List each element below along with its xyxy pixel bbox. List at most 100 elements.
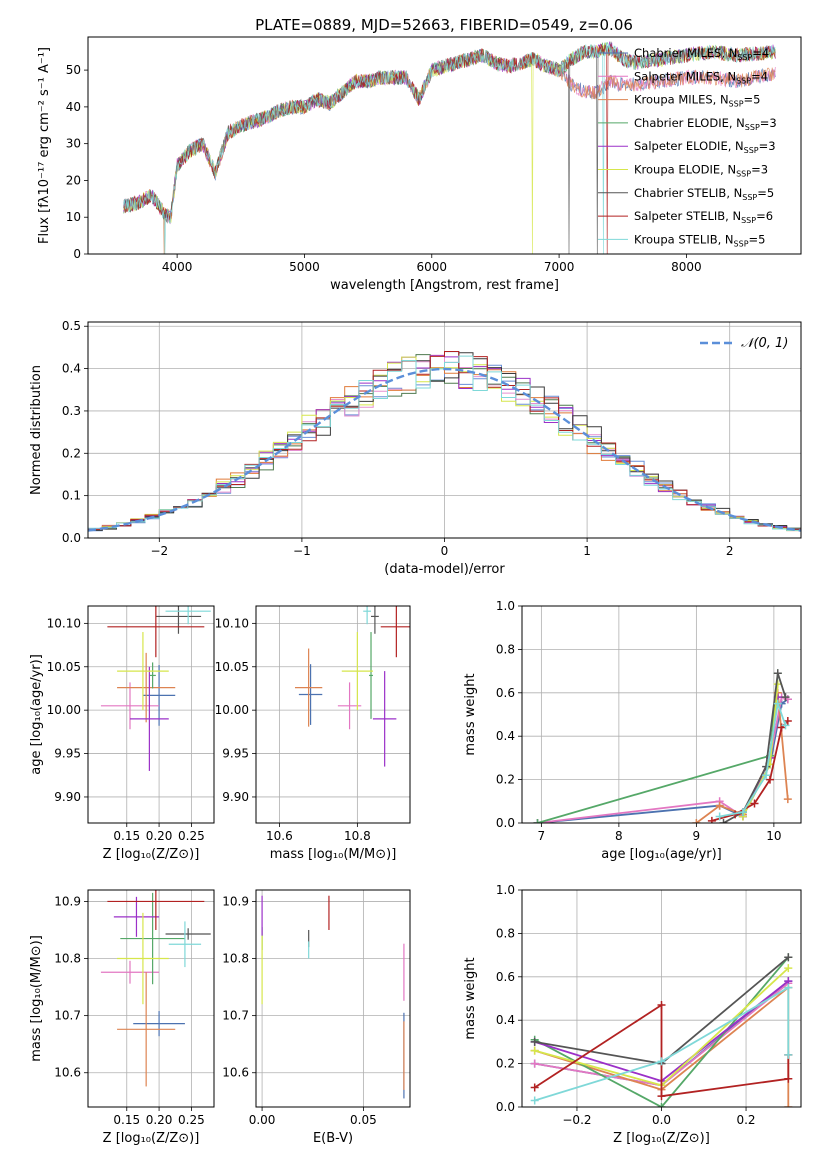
- weight-point: [784, 1103, 793, 1107]
- error-bar-marker: [155, 606, 202, 634]
- y-tick-label: 10.8: [54, 952, 81, 966]
- error-bar-marker: [117, 632, 169, 711]
- weight-point: [773, 669, 782, 678]
- error-bar-marker: [372, 671, 397, 767]
- error-bar-marker: [107, 890, 205, 930]
- legend-entry: Chabrier STELIB, NSSP=5: [634, 186, 774, 202]
- panel-weights_vs_Z: −0.2 0.0 0.2 0.0 0.2 0.4 0.6 0.8 1.0 Z [log₁₀(Z/Z…: [463, 883, 802, 1146]
- x-tick-label: 1: [583, 544, 591, 558]
- x-axis-label: Z [log₁₀(Z/Z⊙)]: [103, 847, 200, 862]
- y-axis-label: Normed distribution: [29, 365, 44, 495]
- figure-title: PLATE=0889, MJD=52663, FIBERID=0549, z=0…: [255, 16, 633, 34]
- y-tick-label: 1.0: [496, 599, 515, 613]
- x-tick-label: −0.2: [562, 1113, 591, 1127]
- weight-point: [750, 799, 759, 808]
- error-bar-marker: [298, 664, 323, 725]
- x-tick-label: 10: [766, 829, 781, 843]
- panel-age_vs_mass: 10.6 10.8 9.90 9.95 10.00 10.05 10.10 mass [log…: [215, 605, 411, 862]
- legend-entry: Salpeter MILES, NSSP=4: [634, 69, 768, 85]
- x-tick-label: 0.20: [146, 1113, 173, 1127]
- normal-curve: [88, 367, 801, 532]
- y-tick-label: 0.8: [496, 926, 515, 940]
- y-axis-label: age [log₁₀(age/yr)]: [29, 654, 44, 775]
- plot-area: [522, 890, 801, 1107]
- y-tick-label: 9.95: [54, 747, 81, 761]
- x-tick-label: 8000: [671, 260, 702, 274]
- weight-point: [784, 1074, 793, 1083]
- y-tick-label: 1.0: [496, 883, 515, 897]
- error-bar-marker: [100, 682, 160, 730]
- x-tick-label: 10.8: [344, 829, 371, 843]
- error-bar-marker: [371, 606, 379, 634]
- y-tick-label: 0.2: [496, 1057, 515, 1071]
- weight-point: [707, 816, 716, 823]
- weight-point: [657, 1092, 666, 1101]
- error-bar-marker: [369, 632, 373, 719]
- legend-entry: Kroupa STELIB, NSSP=5: [634, 232, 765, 248]
- x-tick-label: 2: [726, 544, 734, 558]
- axes-frame: [521, 605, 802, 824]
- x-tick-label: 0.2: [736, 1113, 755, 1127]
- x-tick-label: 0.05: [350, 1113, 377, 1127]
- error-bar-marker: [117, 912, 169, 1005]
- axes-frame: [521, 889, 802, 1108]
- residual-histogram: [88, 355, 801, 533]
- error-bar-marker: [294, 648, 323, 727]
- error-bar-marker: [130, 666, 169, 771]
- weight-point: [762, 762, 771, 771]
- y-tick-label: 0.0: [496, 1100, 515, 1114]
- panel-spectrum: 4000 5000 6000 7000 8000 0 10 20 30 40 50 wavelengt…: [37, 36, 802, 293]
- x-tick-label: 7000: [544, 260, 575, 274]
- error-bar-marker: [117, 652, 176, 723]
- y-tick-label: 0.5: [62, 319, 81, 333]
- y-tick-label: 0.6: [496, 970, 515, 984]
- y-tick-label: 10.9: [54, 894, 81, 908]
- y-tick-label: 0: [73, 247, 81, 261]
- axes-frame: [87, 605, 215, 824]
- weight-point: [781, 693, 790, 702]
- weight-point: [530, 1059, 539, 1068]
- y-tick-label: 10.10: [47, 616, 81, 630]
- y-tick-label: 0.0: [496, 816, 515, 830]
- weight-point: [715, 801, 724, 810]
- error-bar-marker: [165, 928, 211, 940]
- axes-frame: [87, 321, 802, 539]
- y-tick-label: 10: [66, 210, 81, 224]
- y-tick-label: 20: [66, 173, 81, 187]
- legend-entry: Salpeter ELODIE, NSSP=3: [634, 139, 776, 155]
- y-tick-label: 9.90: [222, 790, 249, 804]
- y-tick-label: 10.05: [47, 660, 81, 674]
- weight-point: [784, 953, 793, 962]
- weight-point: [781, 721, 790, 730]
- weight-series-line: [537, 673, 779, 823]
- x-axis-label: wavelength [Angstrom, rest frame]: [330, 278, 559, 293]
- x-tick-label: 9: [693, 829, 701, 843]
- y-axis-label: mass weight: [463, 673, 478, 755]
- y-tick-label: 10.6: [54, 1066, 81, 1080]
- weight-point: [530, 1046, 539, 1055]
- y-axis-label: mass [log₁₀(M/M⊙)]: [29, 935, 44, 1062]
- y-tick-label: 0.2: [496, 773, 515, 787]
- x-tick-label: 0.15: [113, 1113, 140, 1127]
- x-tick-label: 8: [615, 829, 623, 843]
- y-tick-label: 0.4: [62, 362, 81, 376]
- x-tick-label: 0.25: [178, 1113, 205, 1127]
- weight-point: [766, 775, 774, 784]
- weight-series-line: [711, 720, 789, 822]
- x-tick-label: 5000: [289, 260, 320, 274]
- y-tick-label: 0.2: [62, 446, 81, 460]
- legend-entry: 𝒩(0, 1): [741, 336, 788, 351]
- error-bar-marker: [341, 632, 373, 711]
- residual-legend: 𝒩(0, 1): [700, 336, 788, 351]
- y-tick-label: 50: [66, 63, 81, 77]
- x-tick-label: −2: [150, 544, 168, 558]
- axes-frame: [87, 889, 215, 1108]
- error-bar-marker: [165, 606, 211, 625]
- legend-entry: Kroupa MILES, NSSP=5: [634, 93, 760, 109]
- y-axis-label: Flux [fλ10⁻¹⁷ erg cm⁻² s⁻¹ A⁻¹]: [37, 47, 52, 244]
- y-tick-label: 0.3: [62, 404, 81, 418]
- plot-area: [522, 606, 801, 823]
- weight-point: [692, 819, 701, 823]
- error-bar-marker: [107, 606, 205, 658]
